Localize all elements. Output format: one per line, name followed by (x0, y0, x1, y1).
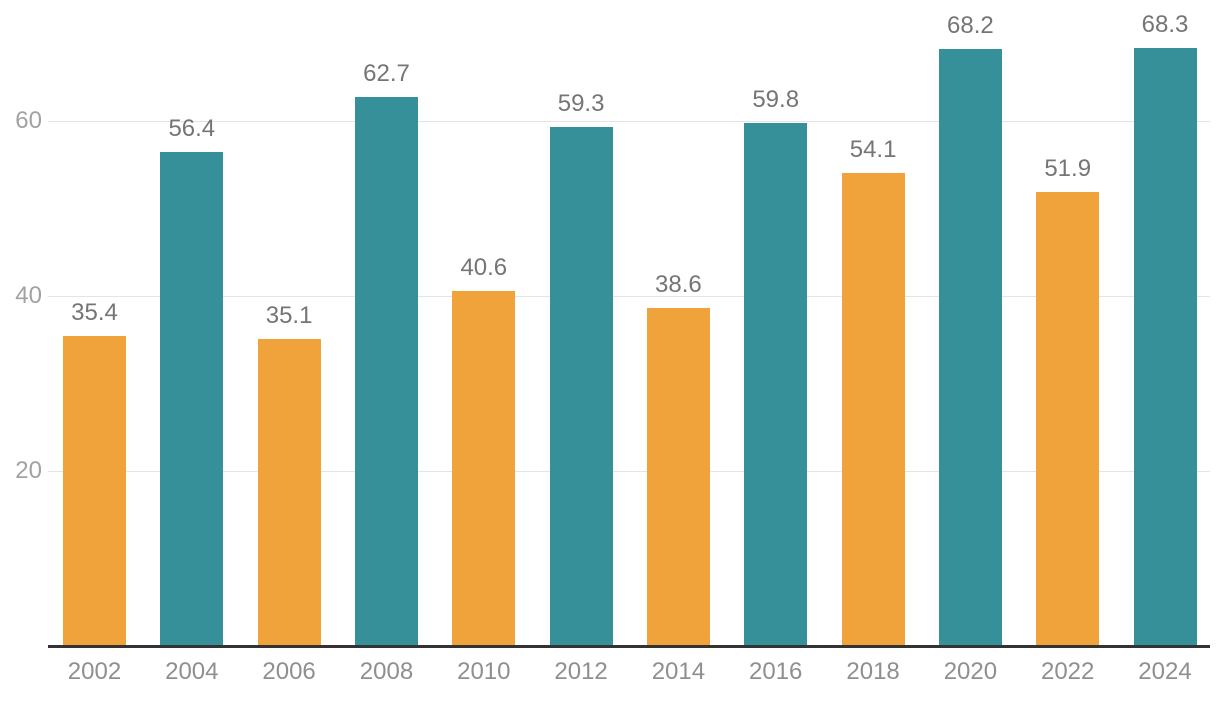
gridline (48, 471, 1210, 472)
bar-2014 (646, 308, 710, 646)
bar-2010 (452, 291, 516, 646)
x-tick-label: 2020 (943, 658, 998, 685)
x-tick-label: 2018 (846, 658, 900, 685)
x-tick-label: 2004 (165, 658, 219, 685)
x-tick-label: 2012 (554, 658, 608, 685)
bar-2020 (938, 49, 1002, 646)
bar-2024 (1133, 48, 1197, 646)
x-tick-label: 2006 (262, 658, 316, 685)
gridline (48, 296, 1210, 297)
x-tick-label: 2002 (67, 658, 122, 685)
y-tick-label: 20 (15, 457, 42, 484)
x-tick-label: 2024 (1138, 658, 1192, 685)
bar-value-label: 54.1 (849, 136, 897, 163)
x-axis-line (48, 645, 1210, 648)
bar-value-label: 35.4 (71, 299, 118, 326)
x-tick-label: 2014 (651, 658, 706, 685)
bar-value-label: 38.6 (655, 271, 702, 298)
bar-2006 (257, 339, 321, 646)
gridline (48, 121, 1210, 122)
x-tick-label: 2010 (457, 658, 511, 685)
bar-value-label: 59.3 (557, 90, 605, 117)
bar-value-label: 68.3 (1141, 11, 1189, 38)
bar-value-label: 51.9 (1044, 155, 1092, 182)
bar-value-label: 56.4 (168, 115, 216, 142)
x-tick-label: 2008 (359, 658, 414, 685)
x-tick-label: 2016 (748, 658, 803, 685)
y-tick-label: 60 (15, 107, 42, 134)
bar-2008 (355, 97, 418, 646)
y-tick-label: 40 (15, 282, 42, 309)
bar-value-label: 35.1 (265, 302, 313, 329)
bar-2022 (1036, 192, 1100, 646)
x-tick-label: 2022 (1040, 658, 1095, 685)
bar-2004 (160, 152, 224, 646)
bar-2012 (549, 127, 613, 646)
bar-2018 (841, 173, 905, 646)
bar-value-label: 62.7 (363, 60, 410, 87)
bar-2016 (744, 123, 808, 646)
bar-value-label: 59.8 (752, 86, 800, 113)
bar-2002 (63, 336, 126, 646)
bar-value-label: 68.2 (947, 12, 994, 39)
bar-value-label: 40.6 (460, 254, 508, 281)
